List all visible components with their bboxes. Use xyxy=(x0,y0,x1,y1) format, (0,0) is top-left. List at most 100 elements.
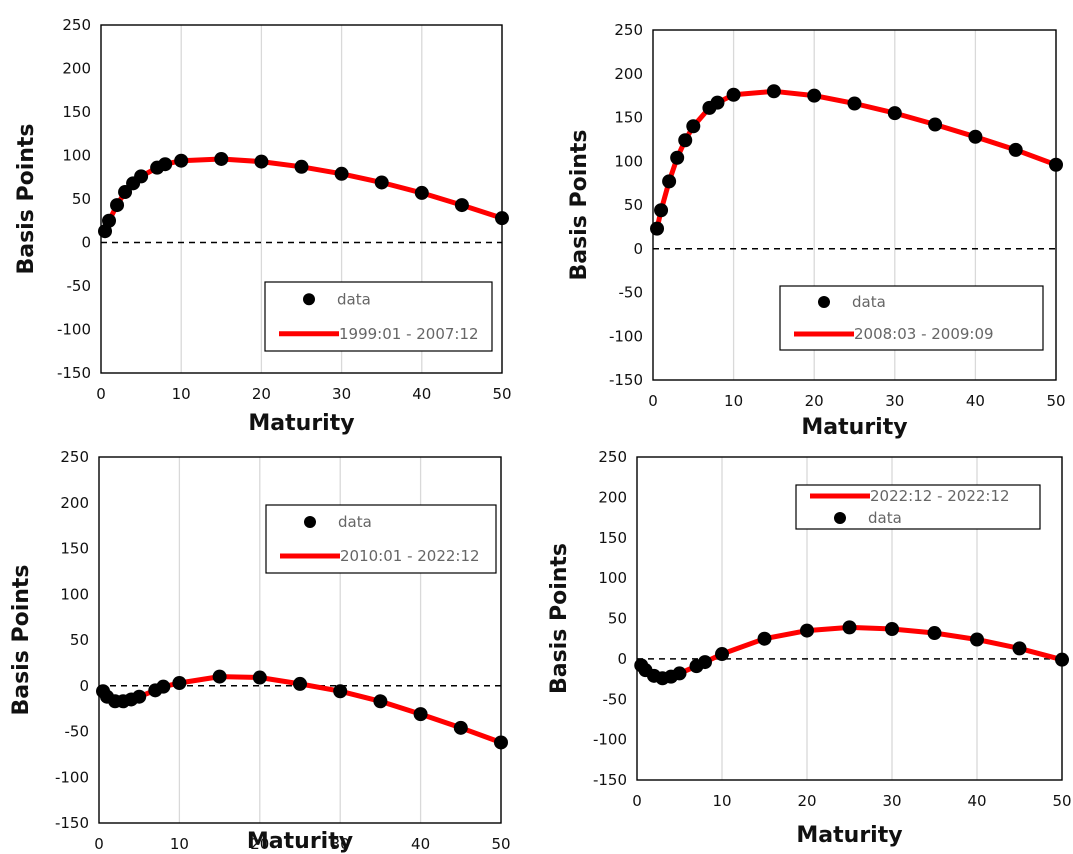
y-axis-title: Basis Points xyxy=(547,543,572,694)
x-tick-label: 50 xyxy=(491,835,510,853)
x-tick-label: 20 xyxy=(797,792,816,810)
y-tick-label: 0 xyxy=(81,234,91,252)
data-point xyxy=(374,175,389,190)
data-point xyxy=(1012,641,1027,656)
data-point xyxy=(670,150,685,165)
data-point xyxy=(413,707,428,722)
legend: 2022:12 - 2022:12 data xyxy=(795,484,1041,530)
y-tick-label: -150 xyxy=(55,814,89,832)
data-point xyxy=(715,647,729,662)
x-tick-label: 0 xyxy=(632,792,642,810)
x-tick-label: 20 xyxy=(805,392,824,410)
chart-panel-3: -150 -100 -50 0 50 100 150 200 250 0 10 20 30 40 50 Mat… xyxy=(9,448,511,854)
y-tick-label: 50 xyxy=(72,190,91,208)
data-point xyxy=(800,623,814,638)
y-tick-label: -150 xyxy=(593,771,627,789)
legend-marker-data xyxy=(303,293,315,306)
y-tick-label: 150 xyxy=(60,540,89,558)
x-tick-label: 50 xyxy=(492,385,511,403)
y-tick-label: -50 xyxy=(603,690,628,708)
data-point xyxy=(454,198,469,213)
x-tick-label: 30 xyxy=(885,392,904,410)
data-point xyxy=(662,174,677,189)
y-axis-title: Basis Points xyxy=(14,123,39,274)
y-tick-label: 200 xyxy=(598,488,627,506)
x-tick-label: 0 xyxy=(94,835,104,853)
data-point xyxy=(1008,142,1023,157)
y-tick-label: -100 xyxy=(609,327,643,345)
legend: data 2010:01 - 2022:12 xyxy=(265,504,497,574)
data-point xyxy=(672,666,687,681)
data-point xyxy=(678,133,693,148)
legend-marker-data xyxy=(834,512,846,524)
plot-area xyxy=(636,456,1063,781)
y-tick-label: -100 xyxy=(55,768,89,786)
y-tick-label: 100 xyxy=(598,569,627,587)
y-axis-title: Basis Points xyxy=(9,564,34,715)
data-point xyxy=(698,655,712,670)
legend-marker-data xyxy=(818,296,830,308)
y-tick-label: 50 xyxy=(608,610,627,628)
y-tick-label: -50 xyxy=(67,277,92,295)
x-tick-label: 10 xyxy=(724,392,743,410)
data-point xyxy=(333,684,348,699)
x-tick-label: 40 xyxy=(412,385,431,403)
chart-panel-1: -150 -100 -50 0 50 100 150 200 250 0 10 20 30 40 50 Mat… xyxy=(14,16,512,436)
data-point xyxy=(1049,157,1063,172)
y-tick-label: 0 xyxy=(617,650,627,668)
data-point xyxy=(252,670,267,685)
x-axis-title: Maturity xyxy=(801,415,907,440)
data-point xyxy=(494,735,508,750)
legend-label: data xyxy=(337,290,371,308)
data-point xyxy=(156,679,171,694)
x-tick-label: 30 xyxy=(332,385,351,403)
y-tick-label: -50 xyxy=(619,284,644,302)
legend-label: data xyxy=(868,509,902,527)
y-tick-label: 100 xyxy=(62,147,91,165)
y-tick-label: 250 xyxy=(62,16,91,34)
x-tick-label: 40 xyxy=(967,792,986,810)
data-point xyxy=(726,87,741,102)
chart-panel-2: -150 -100 -50 0 50 100 150 200 250 0 10 20 30 40 50 Mat… xyxy=(567,21,1066,440)
y-tick-label: 200 xyxy=(60,494,89,512)
data-point xyxy=(887,106,902,121)
legend-label: 2010:01 - 2022:12 xyxy=(340,547,480,565)
data-point xyxy=(134,169,149,184)
data-point xyxy=(102,213,117,228)
data-point xyxy=(1055,652,1069,667)
data-point xyxy=(414,185,429,200)
data-point xyxy=(757,631,772,646)
legend-label: 1999:01 - 2007:12 xyxy=(339,325,479,343)
x-tick-label: 50 xyxy=(1052,792,1071,810)
data-point xyxy=(807,88,822,103)
data-point xyxy=(294,159,309,174)
data-point xyxy=(174,153,189,168)
x-tick-label: 10 xyxy=(712,792,731,810)
x-tick-label: 20 xyxy=(250,835,269,853)
data-point xyxy=(214,151,229,166)
data-point xyxy=(686,119,701,134)
y-tick-label: 150 xyxy=(62,103,91,121)
data-point xyxy=(970,632,984,647)
x-axis-title: Maturity xyxy=(247,829,353,854)
data-point xyxy=(885,621,899,636)
y-tick-label: 100 xyxy=(60,585,89,603)
y-tick-label: 250 xyxy=(60,448,89,466)
x-tick-label: 0 xyxy=(648,392,658,410)
y-tick-label: 0 xyxy=(79,677,89,695)
plot-area xyxy=(98,456,502,824)
y-tick-label: 250 xyxy=(598,448,627,466)
x-tick-label: 10 xyxy=(170,835,189,853)
data-point xyxy=(212,669,227,684)
chart-panel-4: -150 -100 -50 0 50 100 150 200 250 0 10 20 30 40 50 Mat… xyxy=(547,448,1072,848)
y-tick-label: 0 xyxy=(633,240,643,258)
legend-box xyxy=(265,504,497,574)
y-tick-label: 100 xyxy=(614,152,643,170)
x-tick-label: 0 xyxy=(96,385,106,403)
data-point xyxy=(132,689,147,704)
data-point xyxy=(293,676,307,691)
data-point xyxy=(334,166,349,181)
x-tick-label: 40 xyxy=(966,392,985,410)
y-axis-title: Basis Points xyxy=(567,129,592,280)
